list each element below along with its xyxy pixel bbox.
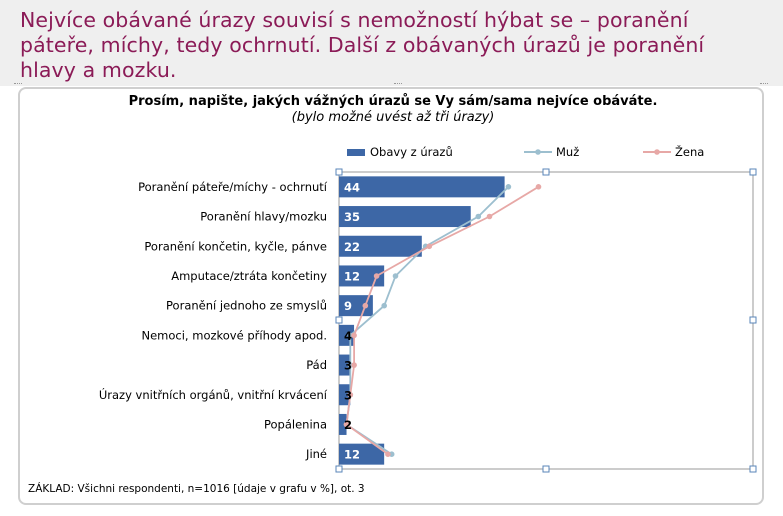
point-zena-poraneni-koncetin-kycle-panve (426, 243, 433, 250)
point-zena-jine (385, 451, 391, 458)
point-zena-poraneni-jednoho-ze-smyslu (362, 302, 369, 309)
chart-frame (18, 87, 764, 505)
value-label-nemoci-mozkove-prihody-apod: 4 (344, 329, 352, 343)
heading-band (0, 0, 783, 86)
bar-popalenina (339, 413, 347, 435)
chart-legend: Obavy z úrazů Muž Žena (347, 144, 704, 159)
category-label-nemoci-mozkove-prihody-apod: Nemoci, mozkové příhody apod. (142, 328, 328, 342)
value-label-poraneni-koncetin-kycle-panve: 22 (344, 240, 360, 254)
category-axis-labels: Poranění páteře/míchy - ochrnutí Poranění… (99, 180, 328, 461)
selection-handle-top-center[interactable] (542, 168, 550, 176)
value-label-urazy-vnitrnich-organu-vnitrni-krvaceni: 3 (344, 388, 352, 402)
point-zena-popalenina (343, 421, 350, 428)
slide-heading: Nejvíce obávané úrazy souvisí s nemožnos… (20, 8, 705, 82)
selection-handle-middle-right[interactable] (749, 316, 757, 324)
point-zena-poraneni-patere-michy-ochrnuti (535, 184, 542, 190)
bar-poraneni-jednoho-ze-smyslu (339, 295, 373, 317)
chart-subtitle: (bylo možné uvést až tři úrazy) (292, 110, 495, 125)
divider-dots-center (394, 83, 402, 87)
category-label-poraneni-patere-michy-ochrnuti: Poranění páteře/míchy - ochrnutí (138, 180, 328, 194)
legend-marker-zena (654, 149, 660, 155)
selection-handle-top-right[interactable] (749, 168, 757, 176)
point-zena-poraneni-hlavy-mozku (486, 213, 493, 220)
selection-handle-bottom-right[interactable] (749, 465, 757, 473)
point-zena-urazy-vnitrnich-organu-vnitrni-krvaceni (347, 392, 354, 398)
value-label-poraneni-patere-michy-ochrnuti: 44 (344, 180, 360, 194)
bar-pad (339, 354, 351, 376)
value-label-amputace-ztrata-koncetiny: 12 (344, 269, 360, 283)
bar-amputace-ztrata-koncetiny (339, 265, 385, 287)
point-zena-nemoci-mozkove-prihody-apod (351, 332, 357, 339)
bar-poraneni-patere-michy-ochrnuti (339, 176, 505, 198)
legend-swatch-obavy (347, 149, 365, 156)
bar-poraneni-hlavy-mozku (339, 206, 471, 228)
legend-label-muz: Muž (556, 145, 579, 159)
category-label-poraneni-jednoho-ze-smyslu: Poranění jednoho ze smyslů (166, 299, 327, 313)
point-muz-amputace-ztrata-koncetiny (392, 273, 399, 279)
value-label-jine: 12 (344, 448, 360, 462)
bar-urazy-vnitrnich-organu-vnitrni-krvaceni (339, 384, 351, 406)
category-label-amputace-ztrata-koncetiny: Amputace/ztráta končetiny (171, 269, 327, 283)
point-zena-pad (351, 362, 357, 368)
plot-area-selection[interactable] (335, 168, 757, 473)
selection-handle-top-left[interactable] (335, 168, 343, 176)
point-muz-poraneni-jednoho-ze-smyslu (381, 302, 388, 309)
value-label-poraneni-jednoho-ze-smyslu: 9 (344, 299, 352, 313)
divider-dots-right (760, 83, 768, 87)
legend-marker-muz (535, 149, 541, 155)
bar-poraneni-koncetin-kycle-panve (339, 235, 422, 257)
category-label-urazy-vnitrnich-organu-vnitrni-krvaceni: Úrazy vnitřních orgánů, vnitřní krvácení (99, 387, 328, 402)
point-muz-poraneni-hlavy-mozku (475, 213, 482, 220)
chart-footnote: ZÁKLAD: Všichni respondenti, n=1016 [úda… (28, 482, 365, 495)
line-zena (345, 186, 539, 455)
legend-label-obavy: Obavy z úrazů (370, 145, 453, 159)
category-label-popalenina: Popálenina (264, 417, 327, 431)
bar-series (339, 176, 505, 465)
selection-handle-bottom-center[interactable] (542, 465, 550, 473)
point-zena-amputace-ztrata-koncetiny (373, 273, 380, 279)
category-label-poraneni-koncetin-kycle-panve: Poranění končetin, kyčle, pánve (144, 239, 327, 253)
bar-value-labels: 44 35 22 12 9 4 3 3 2 12 (344, 180, 360, 461)
chart-title: Prosím, napište, jakých vážných úrazů se… (129, 94, 658, 109)
line-series (343, 184, 542, 458)
value-label-poraneni-hlavy-mozku: 35 (344, 210, 360, 224)
category-label-poraneni-hlavy-mozku: Poranění hlavy/mozku (200, 210, 327, 224)
legend-label-zena: Žena (675, 144, 704, 159)
divider-dots-left (14, 83, 22, 87)
value-label-pad: 3 (344, 359, 352, 373)
value-label-popalenina: 2 (344, 418, 352, 432)
category-label-jine: Jiné (305, 447, 327, 461)
selection-handle-middle-left[interactable] (335, 316, 343, 324)
bar-jine (339, 443, 385, 465)
category-label-pad: Pád (306, 358, 327, 372)
selection-handle-bottom-left[interactable] (335, 465, 343, 473)
point-muz-poraneni-patere-michy-ochrnuti (505, 184, 512, 190)
